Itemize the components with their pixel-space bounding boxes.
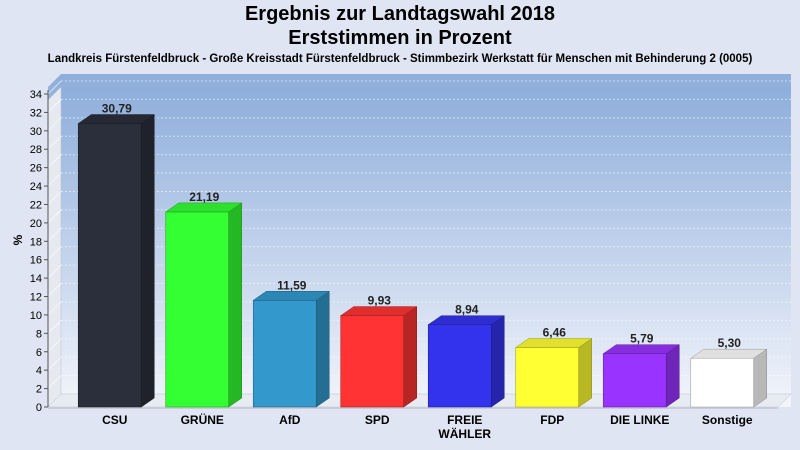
bar-front [602,353,667,408]
bar-top [602,344,681,354]
y-tick-label: 6 [36,347,42,359]
bar-front [77,123,142,408]
y-tick-label: 24 [30,181,42,193]
chart-caption: Landkreis Fürstenfeldbruck - Große Kreis… [47,53,753,65]
bar-side [228,202,242,408]
bar-top [339,306,418,316]
y-tick-label: 34 [30,89,42,101]
category-label: SPD [365,413,390,427]
bar-csu: 30,79 [77,102,156,408]
bar-side [403,306,417,408]
bar-top [164,202,243,213]
category-label: WÄHLER [438,426,491,441]
bar-top [689,348,768,359]
bar-die-linke: 5,79 [602,332,681,408]
value-label: 5,79 [630,332,654,346]
y-tick-label: 22 [30,199,42,211]
category-label: FDP [540,413,564,427]
chart-subtitle: Erststimmen in Prozent [288,27,512,49]
y-tick-label: 26 [30,163,42,175]
bar-grüne: 21,19 [164,190,243,408]
bar-sonstige: 5,30 [689,336,768,408]
category-label: GRÜNE [181,412,224,427]
bar-side [316,290,330,408]
bar-spd: 9,93 [339,294,418,408]
bar-side [491,315,505,408]
y-tick-label: 0 [36,402,42,414]
bar-front [515,347,580,408]
chart-title: Ergebnis zur Landtagswahl 2018 [244,3,556,25]
bar-front [427,324,492,408]
plot-background [47,74,792,409]
bar-front [340,315,405,408]
bar-front [252,300,317,408]
bar-top [252,291,331,301]
value-label: 21,19 [189,190,219,204]
bar-side [141,114,155,408]
value-label: 30,79 [102,102,132,116]
y-tick-label: 8 [36,328,42,340]
y-tick-label: 32 [30,107,42,119]
y-tick-label: 28 [30,144,42,156]
bar-afd: 11,59 [252,278,331,408]
y-tick-label: 18 [30,236,42,248]
bars: 30,79 21,19 11,59 9,93 8,94 6,46 5,79 5,30 [77,102,768,408]
category-label: Sonstige [702,413,753,427]
bar-side [666,344,680,408]
y-tick-label: 30 [30,126,42,138]
y-axis-label: % [11,234,25,245]
y-tick-label: 12 [30,292,42,304]
bar-top [514,338,593,348]
bar-front [690,357,755,408]
bar-top [427,315,506,325]
value-label: 5,30 [718,336,742,350]
category-label: DIE LINKE [610,413,669,427]
y-tick-label: 20 [30,218,42,230]
category-label: FREIE [447,413,482,427]
y-tick-label: 4 [36,365,42,377]
value-label: 6,46 [543,326,567,340]
category-label: CSU [102,413,127,427]
y-tick-label: 10 [30,310,42,322]
bar-side [578,338,592,408]
bar-side [753,348,767,408]
category-label: AfD [279,413,301,427]
bar-fdp: 6,46 [514,326,593,408]
value-label: 9,93 [368,294,392,308]
value-label: 8,94 [455,303,479,317]
bar-freie-wähler: 8,94 [427,303,506,408]
y-tick-label: 2 [36,384,42,396]
y-tick-label: 14 [30,273,42,285]
bar-top [77,114,156,124]
y-tick-label: 16 [30,255,42,267]
bar-front [165,211,230,408]
value-label: 11,59 [277,278,307,292]
